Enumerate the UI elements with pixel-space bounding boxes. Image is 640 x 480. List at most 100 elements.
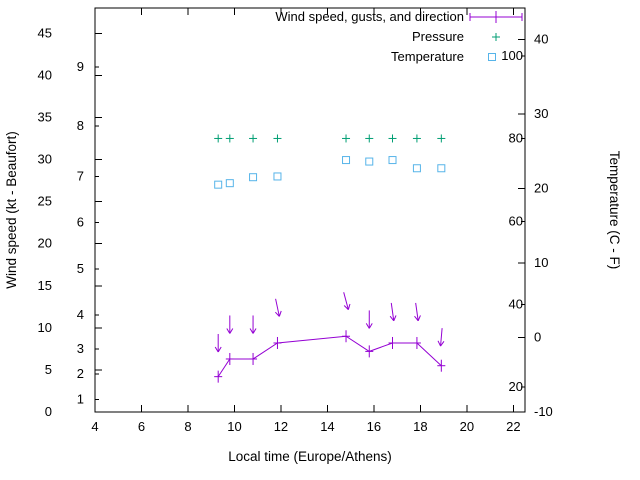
arrow-head-left [389, 315, 395, 322]
arrow-head-right [229, 328, 234, 334]
beaufort-tick-label: 3 [77, 341, 84, 356]
chart-series [214, 134, 446, 383]
arrow-head-left [226, 328, 231, 334]
temperature-point [412, 164, 421, 173]
wind-speed-line [217, 335, 442, 377]
beaufort-tick-label: 7 [77, 168, 84, 183]
legend: Wind speed, gusts, and direction Pressur… [275, 9, 523, 64]
temperature-point [342, 156, 351, 165]
temperature-point [225, 179, 234, 188]
kt-tick-label: 35 [38, 109, 52, 124]
pressure-point [225, 134, 234, 143]
x-axis-title: Local time (Europe/Athens) [228, 449, 392, 464]
arrow-head-right [440, 341, 445, 347]
beaufort-tick-label: 9 [77, 59, 84, 74]
wind-direction-arrow [437, 328, 445, 347]
f-tick-label: 20 [509, 379, 523, 394]
arrow-head-right [347, 303, 351, 310]
plot-border [94, 7, 526, 413]
pressure-point [214, 134, 223, 143]
c-tick-label: 20 [534, 180, 548, 195]
temperature-point [388, 156, 397, 165]
y-axis-title-left: Wind speed (kt - Beaufort) [4, 131, 19, 289]
kt-tick-label: 0 [45, 404, 52, 419]
kt-tick-label: 20 [38, 236, 52, 251]
beaufort-tick-label: 8 [77, 118, 84, 133]
wind-direction-arrow [365, 310, 373, 329]
pressure-point [249, 134, 258, 143]
beaufort-tick-label: 1 [77, 391, 84, 406]
arrow-shaft [440, 328, 443, 347]
x-tick-label: 14 [320, 419, 334, 434]
kt-tick-label: 45 [38, 25, 52, 40]
wind-direction-arrow [249, 315, 257, 334]
kt-tick-label: 40 [38, 67, 52, 82]
f-tick-label: 80 [509, 131, 523, 146]
legend-label-wind: Wind speed, gusts, and direction [275, 9, 464, 24]
x-tick-label: 22 [506, 419, 520, 434]
arrow-head-right [278, 310, 282, 317]
arrow-shaft [415, 302, 419, 321]
arrow-head-left [274, 311, 280, 317]
kt-tick-label: 15 [38, 278, 52, 293]
x-tick-label: 16 [367, 419, 381, 434]
wind-direction-arrow [214, 333, 222, 353]
x-tick-label: 18 [413, 419, 427, 434]
x-tick-label: 6 [138, 419, 145, 434]
wind-direction-arrow [343, 292, 351, 310]
x-tick-label: 8 [184, 419, 191, 434]
arrow-shaft [390, 302, 395, 321]
pressure-point [437, 134, 446, 143]
wind-direction-arrow [226, 315, 234, 334]
wind-point [249, 352, 258, 365]
temperature-point [273, 172, 282, 181]
arrow-head-right [393, 315, 397, 321]
pressure-point [412, 134, 421, 143]
f-tick-label: 100 [501, 48, 523, 63]
legend-samples [469, 11, 523, 61]
beaufort-tick-label: 2 [77, 366, 84, 381]
temperature-point [249, 173, 258, 182]
kt-tick-label: 30 [38, 152, 52, 167]
c-tick-label: 40 [534, 31, 548, 46]
arrow-head-right [417, 315, 421, 321]
wind-point [437, 359, 446, 372]
c-tick-label: -10 [534, 404, 553, 419]
wind-point [342, 330, 351, 343]
arrow-head-left [343, 305, 349, 310]
c-tick-label: 30 [534, 106, 548, 121]
wind-direction-arrow [274, 298, 282, 317]
temperature-point [365, 157, 374, 166]
pressure-point [342, 134, 351, 143]
arrow-head-right [217, 346, 222, 353]
arrow-shaft [343, 292, 349, 310]
wind-point [273, 336, 282, 349]
wind-point [412, 336, 421, 349]
arrow-head-left [414, 315, 419, 322]
wind-direction-arrow [414, 302, 421, 322]
wind-direction-arrow [389, 302, 397, 322]
temperature-point [437, 164, 446, 173]
pressure-point [273, 134, 282, 143]
kt-tick-label: 25 [38, 194, 52, 209]
legend-label-pressure: Pressure [412, 29, 464, 44]
x-tick-label: 12 [274, 419, 288, 434]
f-tick-label: 40 [509, 296, 523, 311]
x-tick-label: 10 [227, 419, 241, 434]
x-tick-label: 4 [91, 419, 98, 434]
arrow-head-left [365, 323, 370, 329]
temperature-point [214, 180, 223, 189]
arrow-head-left [437, 340, 441, 347]
beaufort-tick-label: 5 [77, 261, 84, 276]
wind-point [214, 370, 223, 383]
legend-temperature-square [488, 53, 496, 61]
x-tick-label: 20 [460, 419, 474, 434]
f-tick-label: 60 [509, 214, 523, 229]
wind-point [388, 336, 397, 349]
c-tick-label: 0 [534, 329, 541, 344]
wind-point [225, 352, 234, 365]
arrow-head-left [214, 346, 219, 353]
pressure-point [388, 134, 397, 143]
